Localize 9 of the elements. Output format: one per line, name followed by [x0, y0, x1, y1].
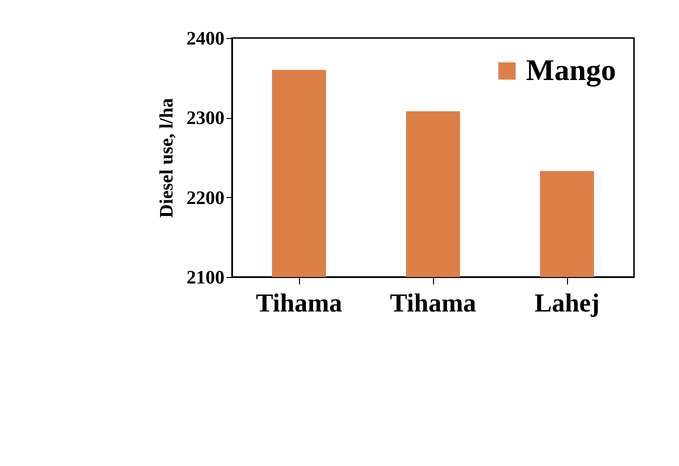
y-tick-label: 2100	[186, 268, 224, 288]
x-tick-label: Tihama	[256, 288, 342, 318]
legend-label: Mango	[526, 54, 616, 87]
y-tick-label: 2400	[186, 28, 224, 50]
y-tick-label: 2200	[186, 188, 224, 209]
x-tick-label: Lahej	[534, 288, 600, 318]
y-axis-title: Diesel use, l/ha	[156, 98, 178, 218]
x-tick-label: Tihama	[390, 288, 476, 318]
y-tick-label: 2300	[186, 108, 224, 130]
